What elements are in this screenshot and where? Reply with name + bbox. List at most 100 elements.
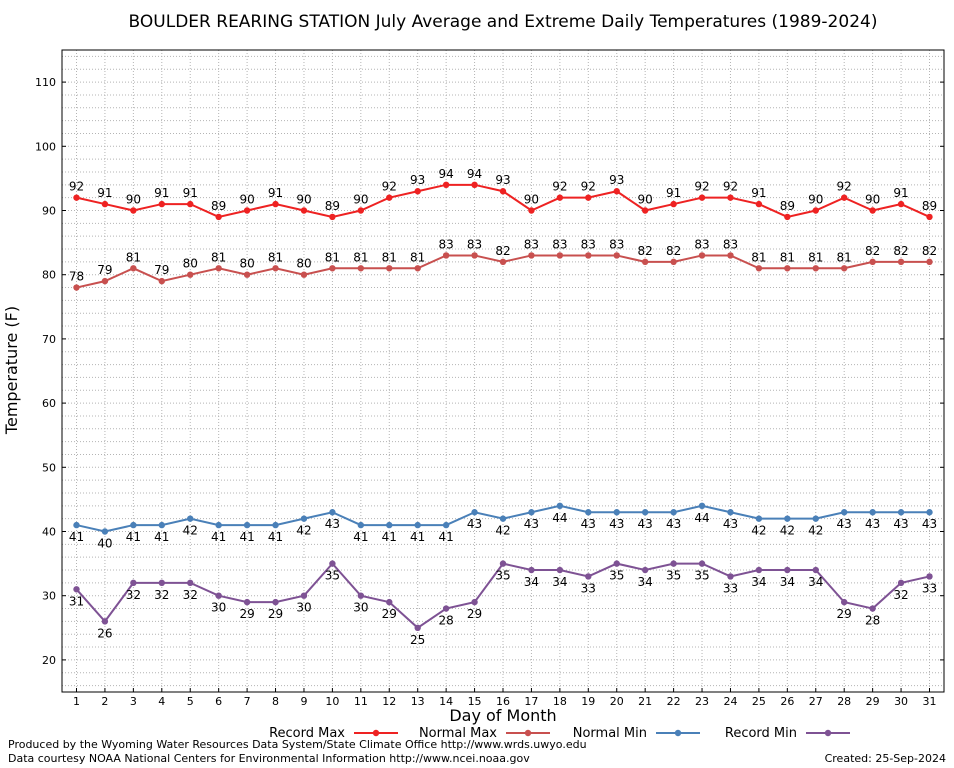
data-label: 92 [552,180,567,194]
data-label: 83 [609,237,624,251]
y-tick-label: 110 [35,76,56,89]
data-point [869,605,876,612]
x-tick-label: 6 [215,695,222,708]
legend: Record Max Normal Max Normal Min Record Min [269,726,850,741]
data-label: 33 [581,581,596,595]
data-label: 81 [382,250,397,264]
data-point [101,618,109,625]
data-label: 32 [893,588,908,602]
data-label: 83 [694,237,709,251]
data-point [670,560,677,567]
data-point [471,252,478,259]
data-label: 42 [183,524,198,538]
data-label: 43 [467,517,482,531]
data-point [386,521,393,529]
data-point [243,598,251,606]
data-label: 82 [922,244,937,258]
data-point [869,258,876,266]
data-label: 32 [183,588,198,602]
data-label: 41 [438,530,453,544]
data-label: 29 [837,607,852,621]
data-point [641,509,649,516]
data-point [841,194,848,201]
data-point [329,509,336,516]
data-point [300,515,308,522]
data-label: 83 [524,237,539,251]
data-label: 80 [183,257,198,271]
data-point [187,200,194,208]
data-point [215,213,222,221]
data-label: 91 [893,186,908,200]
data-label: 92 [382,180,397,194]
data-label: 33 [922,581,937,595]
data-point [73,284,80,291]
data-point [499,560,507,567]
data-label: 42 [495,524,510,538]
data-point [755,200,763,208]
legend-label: Normal Max [419,726,497,741]
y-tick-label: 80 [42,269,56,282]
data-label: 43 [666,517,681,531]
data-point [187,515,194,522]
data-label: 43 [865,517,880,531]
data-point [243,521,251,529]
data-point [158,277,165,285]
data-label: 35 [694,569,709,583]
data-label: 29 [382,607,397,621]
data-point [812,566,819,574]
data-point [613,252,620,259]
data-point [641,258,649,266]
data-point [357,592,365,599]
data-point [585,573,592,580]
data-point [841,598,848,606]
data-label: 30 [353,601,368,615]
data-label: 42 [780,524,795,538]
data-point [755,265,763,272]
data-label: 44 [552,511,567,525]
created-date: Created: 25-Sep-2024 [824,752,946,765]
data-label: 94 [438,167,453,181]
data-point [698,560,706,567]
legend-label: Record Max [269,726,345,741]
data-point [926,509,933,516]
y-tick-label: 100 [35,140,56,153]
legend-marker [372,729,380,737]
data-point [329,560,336,567]
data-point [528,207,535,214]
data-point [442,605,450,612]
y-tick-label: 40 [42,526,56,539]
data-point [101,200,109,208]
x-tick-label: 24 [723,695,737,708]
data-label: 89 [780,199,795,213]
y-tick-label: 70 [42,333,56,346]
x-tick-label: 5 [187,695,194,708]
data-label: 35 [325,569,340,583]
data-label: 25 [410,633,425,647]
data-label: 92 [694,180,709,194]
x-tick-label: 8 [272,695,279,708]
data-point [926,573,933,580]
data-point [187,579,194,587]
data-point [442,521,450,529]
data-label: 82 [865,244,880,258]
data-point [243,271,251,278]
data-point [158,200,165,208]
x-tick-label: 10 [325,695,339,708]
data-label: 34 [638,575,653,589]
data-point [300,207,308,214]
data-label: 93 [609,173,624,187]
data-point [585,252,592,259]
data-point [243,207,251,214]
data-label: 34 [751,575,766,589]
y-tick-label: 20 [42,654,56,667]
data-label: 40 [97,537,112,551]
x-tick-label: 21 [638,695,652,708]
data-label: 43 [723,517,738,531]
data-label: 43 [837,517,852,531]
series-layer: 92 91 90 91 91 89 90 91 90 89 90 92 93 94 94 93 90 92 92 93… [69,167,937,647]
data-label: 92 [723,180,738,194]
x-axis-ticks: 1 2 3 4 5 6 7 8 9 10 11 12 13 14 15 16 17 18 19 20 21 22 23 24 2… [73,688,937,708]
data-label: 42 [296,524,311,538]
data-label: 35 [495,569,510,583]
